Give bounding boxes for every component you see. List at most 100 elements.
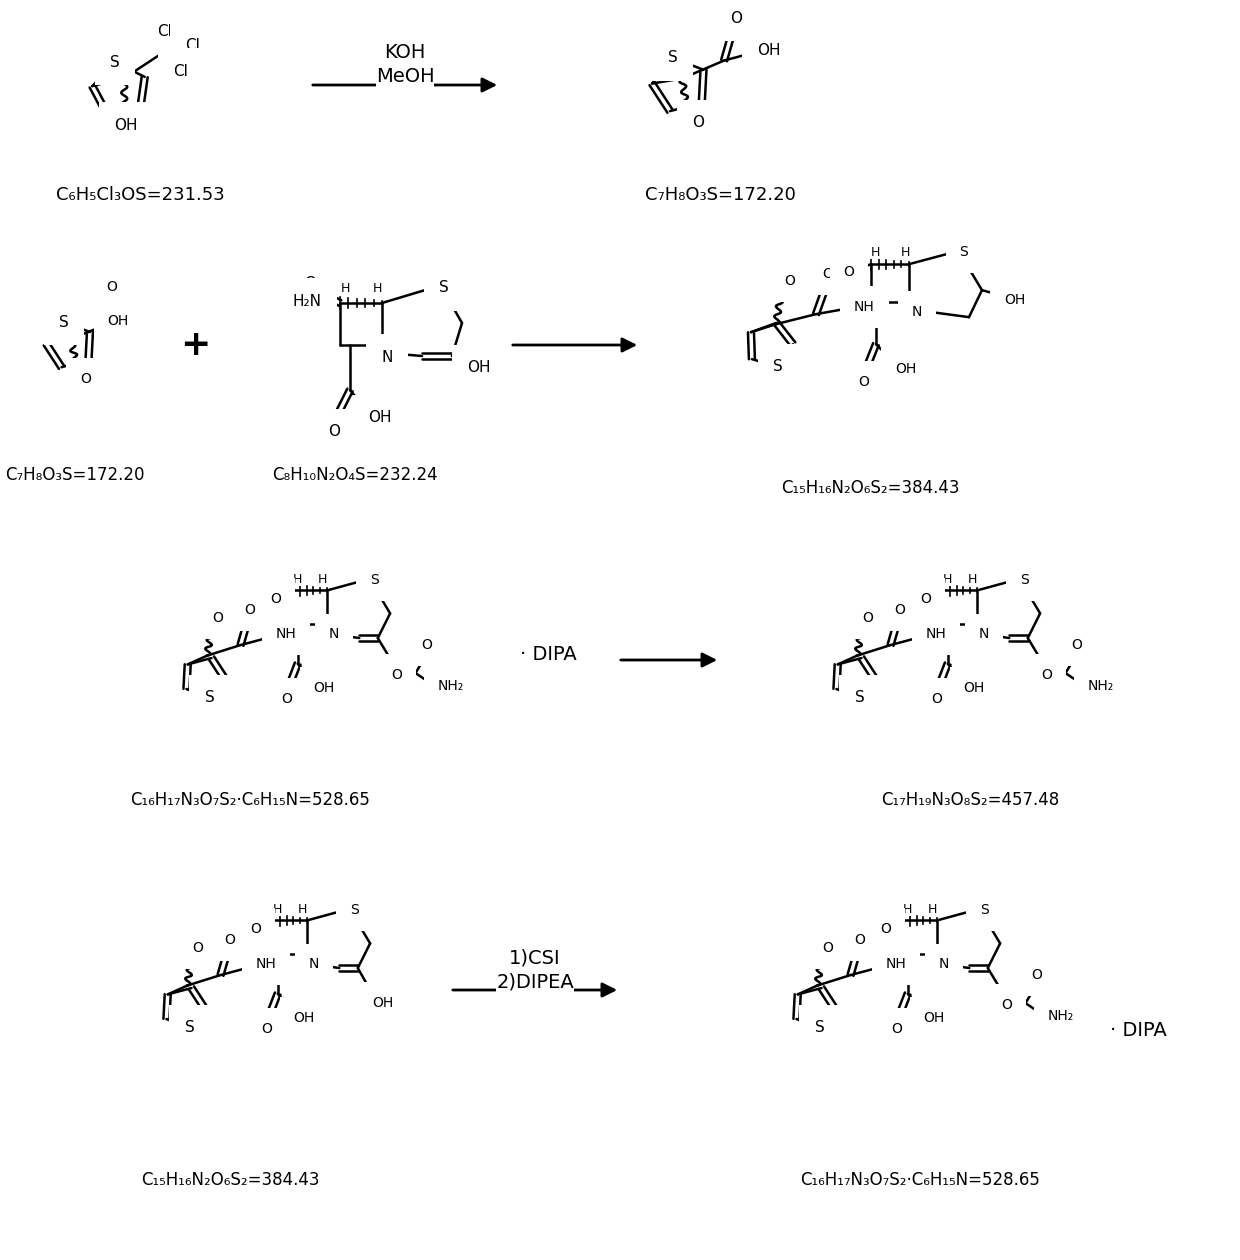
Text: C₁₅H₁₆N₂O₆S₂=384.43: C₁₅H₁₆N₂O₆S₂=384.43 [781,479,960,496]
Text: H: H [900,246,910,258]
Text: Cl: Cl [185,38,200,53]
Text: S: S [350,903,358,917]
Text: O: O [270,592,281,606]
Text: N: N [939,958,949,971]
Text: +: + [180,328,211,362]
Text: S: S [1021,573,1029,587]
Text: NH: NH [854,300,874,314]
Text: H: H [870,246,879,258]
Text: C₁₆H₁₇N₃O₇S₂·C₆H₁₅N=528.65: C₁₆H₁₇N₃O₇S₂·C₆H₁₅N=528.65 [130,791,370,809]
Text: NH: NH [255,958,277,971]
Text: C₇H₈O₃S=172.20: C₇H₈O₃S=172.20 [5,466,145,484]
Text: NH₂: NH₂ [1048,1008,1074,1023]
Text: O: O [858,375,869,389]
Text: O: O [304,276,316,291]
Text: · DIPA: · DIPA [520,645,577,664]
Text: NH₂: NH₂ [438,679,464,693]
Text: H: H [273,903,281,916]
Text: O: O [105,280,117,294]
Text: H: H [319,573,327,586]
Text: O: O [392,668,403,682]
Text: N: N [978,627,990,641]
Text: O: O [785,275,795,289]
Text: OH: OH [372,997,393,1011]
Text: OH: OH [758,43,781,58]
Text: O: O [79,372,91,386]
Text: H: H [928,903,937,916]
Text: O: O [250,922,262,936]
Text: NH: NH [275,627,296,641]
Text: S: S [960,246,968,260]
Text: O: O [212,611,223,625]
Text: H: H [293,573,303,586]
Text: O: O [1042,668,1053,682]
Text: 1)CSI: 1)CSI [510,949,560,968]
Text: Cl: Cl [172,63,187,78]
Text: OH: OH [314,682,335,696]
Text: S: S [205,690,215,706]
Text: Cl: Cl [156,24,171,39]
Text: OH: OH [467,360,491,375]
Text: H: H [968,573,977,586]
Text: O: O [880,922,892,936]
Text: MeOH: MeOH [376,68,434,87]
Text: N: N [309,958,319,971]
Text: C₈H₁₀N₂O₄S=232.24: C₈H₁₀N₂O₄S=232.24 [273,466,438,484]
Text: O: O [281,692,293,706]
Text: NH₂: NH₂ [1087,679,1114,693]
Text: O: O [894,602,905,617]
Text: S: S [60,315,68,330]
Text: C₇H₈O₃S=172.20: C₇H₈O₃S=172.20 [645,186,795,204]
Text: OH: OH [1004,294,1025,307]
Text: C₁₇H₁₉N₃O₈S₂=457.48: C₁₇H₁₉N₃O₈S₂=457.48 [880,791,1059,809]
Text: S: S [439,281,449,296]
Text: S: S [854,690,864,706]
Text: N: N [911,305,923,319]
Text: O: O [862,611,873,625]
Text: O: O [1002,998,1013,1012]
Text: OH: OH [895,362,916,377]
Text: O: O [420,638,432,653]
Text: S: S [773,359,782,374]
Text: H: H [340,282,350,296]
Text: O: O [1030,968,1042,982]
Text: O: O [262,1022,273,1036]
Text: NH: NH [885,958,906,971]
Text: O: O [931,692,942,706]
Text: O: O [730,11,742,26]
Text: O: O [843,265,854,280]
Text: C₁₆H₁₇N₃O₇S₂·C₆H₁₅N=528.65: C₁₆H₁₇N₃O₇S₂·C₆H₁₅N=528.65 [800,1171,1040,1189]
Text: H: H [942,573,952,586]
Text: H: H [372,282,382,296]
Text: O: O [224,932,234,946]
Text: S: S [668,50,677,66]
Text: O: O [192,941,203,955]
Text: S: S [110,55,120,69]
Text: · DIPA: · DIPA [1110,1021,1167,1040]
Text: NH: NH [926,627,946,641]
Text: O: O [854,932,864,946]
Text: OH: OH [963,682,985,696]
Text: C₁₅H₁₆N₂O₆S₂=384.43: C₁₅H₁₆N₂O₆S₂=384.43 [141,1171,319,1189]
Text: OH: OH [108,314,129,328]
Text: O: O [1071,638,1081,653]
Text: OH: OH [368,411,392,426]
Text: O: O [892,1022,903,1036]
Text: C₆H₅Cl₃OS=231.53: C₆H₅Cl₃OS=231.53 [56,186,224,204]
Text: N: N [382,349,393,364]
Text: OH: OH [114,117,138,132]
Text: KOH: KOH [384,44,425,63]
Text: H: H [903,903,911,916]
Text: H₂N: H₂N [293,294,322,309]
Text: O: O [244,602,254,617]
Text: S: S [370,573,378,587]
Text: H: H [298,903,308,916]
Text: O: O [920,592,931,606]
Text: O: O [692,115,704,130]
Text: S: S [815,1021,825,1036]
Text: OH: OH [294,1012,315,1026]
Text: S: S [980,903,988,917]
Text: S: S [185,1021,195,1036]
Text: O: O [822,941,833,955]
Text: O: O [329,425,340,440]
